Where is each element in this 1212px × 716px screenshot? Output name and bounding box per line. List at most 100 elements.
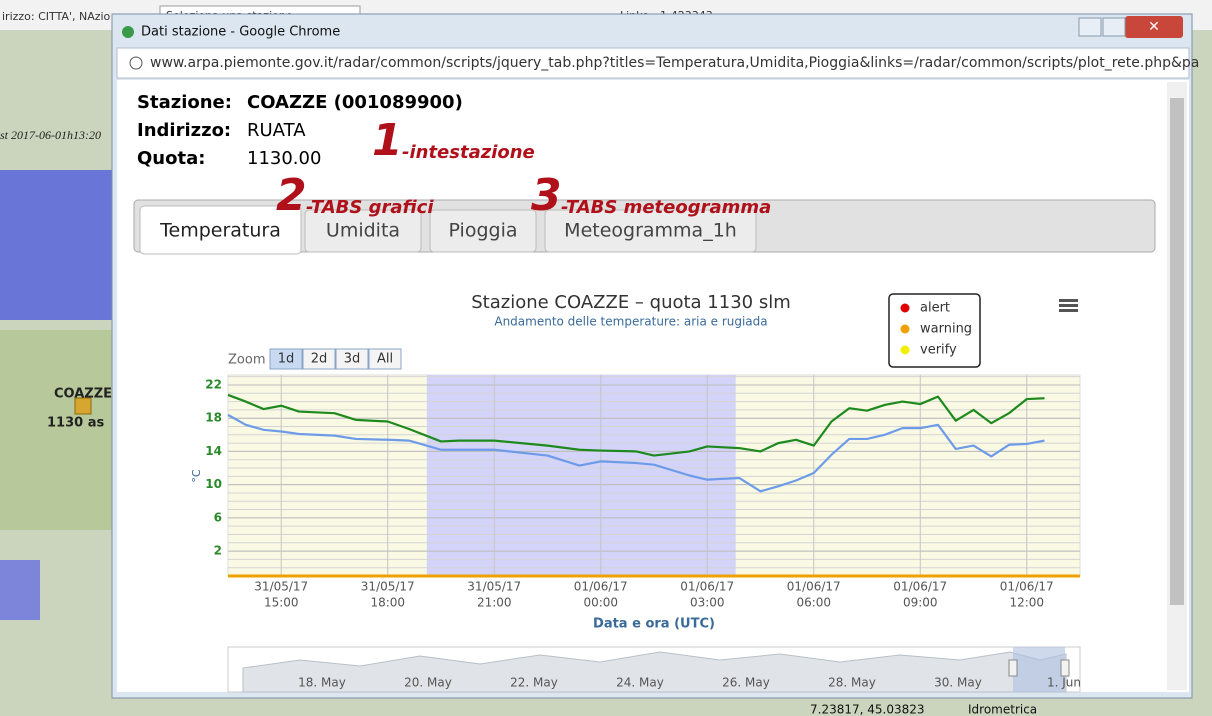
chart-menu-bar bbox=[1059, 299, 1078, 302]
x-tick-label: 15:00 bbox=[264, 596, 299, 610]
x-tick-label: 03:00 bbox=[690, 596, 725, 610]
navigator-selection[interactable] bbox=[1013, 647, 1065, 692]
navigator-handle[interactable] bbox=[1060, 659, 1070, 677]
legend-label: alert bbox=[920, 301, 950, 316]
navigator-label: 20. May bbox=[404, 676, 452, 690]
zoom-button-label: 1d bbox=[278, 352, 295, 367]
station-marker bbox=[74, 397, 92, 415]
x-tick-date: 01/06/17 bbox=[787, 580, 841, 594]
info-icon bbox=[129, 56, 143, 70]
navigator-label: 22. May bbox=[510, 676, 558, 690]
chart-menu[interactable] bbox=[1059, 299, 1078, 312]
legend-label: warning bbox=[920, 322, 972, 337]
x-tick-label: 00:00 bbox=[583, 596, 618, 610]
navigator-label: 18. May bbox=[298, 676, 346, 690]
address: RUATA bbox=[247, 120, 306, 141]
y-tick-label: 14 bbox=[205, 444, 222, 458]
annotation-number: 3 bbox=[531, 170, 562, 221]
search-label: irizzo: CITTA', NAzio bbox=[2, 10, 111, 23]
close-icon: ✕ bbox=[1148, 19, 1160, 35]
x-tick-date: 01/06/17 bbox=[893, 580, 947, 594]
legend-marker bbox=[900, 324, 910, 334]
scroll-thumb[interactable] bbox=[1170, 98, 1184, 605]
annotation-text: -TABS meteogramma bbox=[561, 197, 771, 218]
radar-echo bbox=[0, 560, 40, 620]
altitude: 1130.00 bbox=[247, 148, 321, 169]
legend-label: verify bbox=[920, 343, 957, 358]
annotation-number: 2 bbox=[276, 170, 307, 221]
navigator-handle[interactable] bbox=[1008, 659, 1018, 677]
tab[interactable] bbox=[429, 209, 537, 253]
address-bar[interactable] bbox=[116, 47, 1190, 79]
navigator-label: 30. May bbox=[934, 676, 982, 690]
chrome-icon bbox=[122, 26, 134, 38]
zoom-button[interactable] bbox=[302, 348, 336, 370]
maximize-button[interactable] bbox=[1102, 17, 1126, 37]
zoom-button[interactable] bbox=[335, 348, 369, 370]
x-tick-label: 21:00 bbox=[477, 596, 512, 610]
zoom-button-label: All bbox=[377, 352, 393, 367]
tab-label: Umidita bbox=[326, 220, 400, 242]
x-tick-label: 12:00 bbox=[1009, 596, 1044, 610]
chart-menu-bar bbox=[1059, 304, 1078, 307]
tab-label: Pioggia bbox=[449, 220, 518, 242]
map-altitude: 1130 as bbox=[47, 416, 104, 431]
station: COAZZE (001089900) bbox=[247, 92, 463, 113]
station-label: Stazione: bbox=[137, 92, 232, 113]
y-tick-label: 2 bbox=[214, 544, 222, 558]
x-tick-label: 06:00 bbox=[796, 596, 831, 610]
url: www.arpa.piemonte.gov.it/radar/common/sc… bbox=[150, 55, 1199, 71]
y-axis-title: °C bbox=[190, 469, 203, 483]
x-tick-date: 01/06/17 bbox=[574, 580, 628, 594]
tab[interactable] bbox=[544, 209, 757, 253]
series-line bbox=[227, 393, 1045, 457]
y-tick-label: 18 bbox=[205, 411, 222, 425]
navigator-label: 24. May bbox=[616, 676, 664, 690]
legend-marker bbox=[900, 303, 910, 313]
chart-menu-bar bbox=[1059, 309, 1078, 312]
x-tick-label: 18:00 bbox=[370, 596, 405, 610]
x-tick-date: 01/06/17 bbox=[1000, 580, 1054, 594]
address-label: Indirizzo: bbox=[137, 120, 231, 141]
series-line bbox=[227, 413, 1045, 493]
zoom-button[interactable] bbox=[368, 348, 402, 370]
x-tick-date: 01/06/17 bbox=[680, 580, 734, 594]
navigator-label: 1. Jun bbox=[1047, 676, 1081, 690]
legend-marker bbox=[900, 345, 910, 355]
map-station: COAZZE bbox=[54, 387, 112, 402]
tab[interactable] bbox=[304, 209, 422, 253]
y-tick-label: 22 bbox=[205, 377, 222, 391]
annotation-text: -intestazione bbox=[402, 142, 535, 163]
tab[interactable] bbox=[139, 205, 302, 255]
zoom-label: Zoom bbox=[228, 353, 265, 368]
coords: 7.23817, 45.03823 bbox=[810, 703, 925, 716]
zoom-button-label: 2d bbox=[311, 352, 328, 367]
radar-echo bbox=[0, 170, 112, 320]
timestamp: st 2017-06-01h13:20 bbox=[0, 128, 101, 142]
y-tick-label: 6 bbox=[214, 510, 222, 524]
annotation-text: -TABS grafici bbox=[306, 197, 434, 218]
map-area bbox=[0, 330, 112, 530]
navigator-label: 28. May bbox=[828, 676, 876, 690]
legend-item: Idrometrica bbox=[968, 703, 1037, 716]
chart-title: Stazione COAZZE – quota 1130 slm bbox=[471, 292, 791, 313]
tab-label: Temperatura bbox=[159, 220, 281, 242]
altitude-label: Quota: bbox=[137, 148, 205, 169]
window-title: Dati stazione - Google Chrome bbox=[141, 25, 340, 40]
zoom-button-label: 3d bbox=[344, 352, 361, 367]
annotation-number: 1 bbox=[372, 115, 403, 166]
minimize-button[interactable] bbox=[1078, 17, 1102, 37]
x-tick-date: 31/05/17 bbox=[467, 580, 521, 594]
zoom-button[interactable] bbox=[269, 348, 303, 370]
x-tick-date: 31/05/17 bbox=[254, 580, 308, 594]
legend-box bbox=[888, 293, 981, 368]
x-tick-label: 09:00 bbox=[903, 596, 938, 610]
navigator-label: 26. May bbox=[722, 676, 770, 690]
x-tick-date: 31/05/17 bbox=[361, 580, 415, 594]
x-axis-title: Data e ora (UTC) bbox=[593, 617, 715, 632]
chart-subtitle: Andamento delle temperature: aria e rugi… bbox=[494, 315, 767, 329]
y-tick-label: 10 bbox=[205, 477, 222, 491]
close-button[interactable] bbox=[1125, 16, 1183, 38]
